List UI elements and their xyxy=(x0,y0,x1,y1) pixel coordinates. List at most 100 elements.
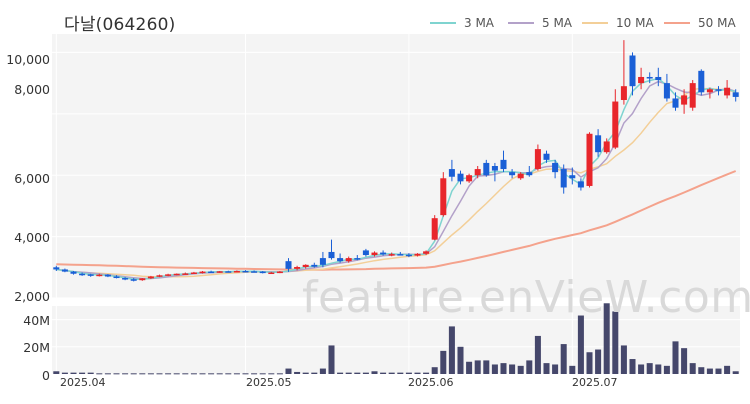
volume-bar xyxy=(311,372,318,374)
volume-bar xyxy=(345,372,352,374)
candle-body xyxy=(147,276,154,279)
candle-body xyxy=(534,149,541,170)
candle-body xyxy=(440,178,447,216)
candle-body xyxy=(474,169,481,176)
volume-bar xyxy=(276,373,283,375)
candle-body xyxy=(448,169,455,177)
candle-body xyxy=(380,252,387,255)
candle-body xyxy=(638,76,645,84)
candle-body xyxy=(732,92,739,97)
candle-body xyxy=(87,274,94,276)
volume-bar xyxy=(655,364,662,374)
volume-bar xyxy=(638,364,645,374)
volume-bar xyxy=(319,368,326,374)
candle-body xyxy=(53,267,60,270)
candle-body xyxy=(285,261,292,269)
x-tick-2025-04: 2025.04 xyxy=(60,376,106,389)
candle-body xyxy=(509,172,516,176)
candle-body xyxy=(328,251,335,259)
volume-bar xyxy=(500,363,507,374)
candle-body xyxy=(500,159,507,170)
volume-bar xyxy=(724,365,731,374)
candle-body xyxy=(113,276,120,279)
volume-bar xyxy=(302,372,309,374)
candle-body xyxy=(70,271,77,274)
candle-body xyxy=(517,173,524,179)
volume-tick-40m: 40M xyxy=(23,313,50,328)
candle-body xyxy=(225,271,232,273)
volume-bar xyxy=(612,311,619,374)
candle-body xyxy=(122,278,129,280)
candle-body xyxy=(182,273,189,275)
candle-body xyxy=(96,274,103,277)
candle-body xyxy=(431,218,438,240)
candle-body xyxy=(552,162,559,173)
candle-body xyxy=(706,89,713,93)
chart-title: 다날(064260) xyxy=(64,15,176,35)
legend-label-5ma: 5 MA xyxy=(542,16,573,30)
legend-swatch-3ma xyxy=(430,22,456,24)
x-tick-2025-05: 2025.05 xyxy=(246,376,292,389)
volume-bar xyxy=(371,371,378,374)
volume-bar xyxy=(466,361,473,374)
volume-bar xyxy=(156,373,163,375)
volume-bar xyxy=(328,345,335,374)
legend-item-10ma: 10 MA xyxy=(582,16,654,30)
candle-body xyxy=(595,135,602,153)
price-tick-10000: 10,000 xyxy=(6,52,50,67)
price-tick-2000: 2,000 xyxy=(14,289,50,304)
candle-body xyxy=(139,278,146,281)
volume-bar xyxy=(646,363,653,374)
volume-bar xyxy=(457,346,464,374)
volume-tick-0: 0 xyxy=(42,368,50,383)
price-tick-8000: 8,000 xyxy=(14,82,50,97)
volume-bar xyxy=(113,373,120,375)
volume-bar xyxy=(242,373,249,375)
candle-body xyxy=(397,254,404,256)
candle-body xyxy=(698,70,705,93)
volume-bar xyxy=(681,348,688,374)
volume-bar xyxy=(294,371,301,374)
volume-bar xyxy=(96,373,103,375)
volume-bar xyxy=(182,373,189,375)
volume-bar xyxy=(362,372,369,374)
candle-body xyxy=(302,264,309,267)
volume-bar xyxy=(259,373,266,375)
candle-body xyxy=(242,270,249,273)
candle-body xyxy=(130,279,137,281)
volume-bar xyxy=(337,372,344,374)
volume-bar xyxy=(147,373,154,375)
volume-bar xyxy=(225,373,232,375)
volume-bar xyxy=(233,373,240,375)
candle-body xyxy=(311,264,318,267)
volume-bar xyxy=(53,371,60,374)
candle-body xyxy=(190,272,197,275)
volume-bar xyxy=(569,365,576,374)
volume-bar xyxy=(620,345,627,374)
candle-body xyxy=(620,86,627,100)
volume-bar xyxy=(130,373,137,375)
candle-body xyxy=(216,271,223,273)
candle-body xyxy=(259,271,266,274)
volume-bar xyxy=(87,372,94,374)
volume-bar xyxy=(552,364,559,374)
candle-body xyxy=(276,271,283,274)
volume-bar xyxy=(672,341,679,374)
candle-body xyxy=(423,251,430,254)
candle-body xyxy=(199,271,206,274)
ma50-line xyxy=(56,170,737,271)
legend-label-50ma: 50 MA xyxy=(698,16,736,30)
volume-bar xyxy=(706,368,713,374)
candle-body xyxy=(586,133,593,186)
volume-bar xyxy=(405,372,412,374)
volume-bar xyxy=(61,372,68,374)
volume-bar xyxy=(663,365,670,374)
volume-bar xyxy=(431,367,438,374)
price-tick-6000: 6,000 xyxy=(14,171,50,186)
candle-body xyxy=(689,83,696,108)
volume-bar xyxy=(208,373,215,375)
candle-body xyxy=(79,273,86,276)
volume-bar xyxy=(715,368,722,374)
